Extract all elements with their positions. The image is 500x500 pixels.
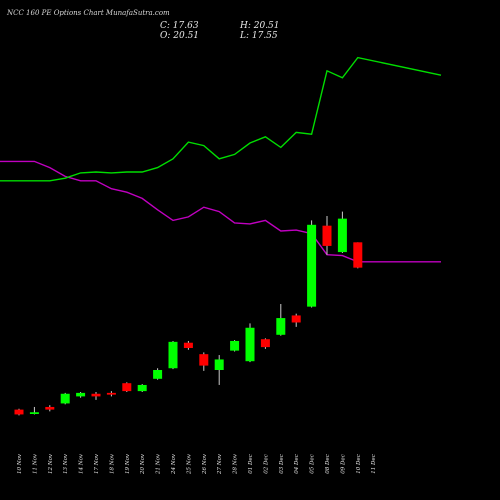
candle: [337, 211, 347, 253]
candle-body-down: [122, 383, 132, 392]
x-tick-label: 10 Nov: [17, 453, 23, 474]
chart-title: NCC 160 PE Options Chart MunafaSutra.com: [7, 9, 170, 17]
candle: [245, 323, 255, 363]
candle: [168, 340, 178, 370]
x-tick-label: 14 Nov: [79, 453, 85, 474]
x-tick-label: 11 Nov: [32, 453, 38, 474]
candle: [106, 391, 116, 397]
candle-body-down: [260, 339, 270, 348]
candle-body-up: [153, 370, 163, 379]
candle: [291, 313, 301, 327]
close-readout: C: 17.63: [160, 21, 199, 31]
x-tick-label: 26 Nov: [202, 453, 208, 475]
x-tick-label: 12 Nov: [48, 453, 54, 474]
candle: [60, 392, 70, 405]
x-tick-label: 13 Nov: [63, 453, 69, 474]
x-tick-label: 17 Nov: [94, 453, 100, 474]
high-readout: H: 20.51: [240, 21, 280, 31]
x-tick-label: 03 Dec: [279, 454, 285, 474]
candle: [45, 405, 55, 412]
candle: [230, 340, 240, 352]
open-readout: O: 20.51: [160, 31, 200, 41]
candle: [153, 368, 163, 380]
indicator-line-magenta: [0, 160, 441, 263]
candle-body-up: [245, 327, 255, 362]
candle-body-up: [337, 218, 347, 253]
candle-body-up: [137, 384, 147, 392]
x-tick-label: 21 Nov: [156, 453, 162, 475]
candle-body-up: [307, 224, 317, 307]
candle-body-down: [91, 393, 101, 397]
candle-body-up: [168, 341, 178, 369]
candle: [199, 352, 209, 371]
candle-body-down: [183, 342, 193, 348]
x-tick-label: 09 Dec: [340, 454, 346, 474]
candle: [307, 220, 317, 308]
x-tick-label: 28 Nov: [233, 453, 239, 475]
x-tick-label: 01 Dec: [248, 454, 254, 474]
candle: [76, 392, 86, 398]
x-tick-label: 11 Dec: [371, 454, 377, 474]
candle: [353, 242, 363, 269]
candle-body-up: [214, 359, 224, 370]
candle: [276, 304, 286, 336]
candle: [183, 340, 193, 350]
candle: [214, 355, 224, 385]
x-tick-label: 02 Dec: [263, 454, 269, 474]
x-tick-label: 27 Nov: [217, 453, 223, 475]
candle-body-down: [106, 392, 116, 395]
candle: [137, 384, 147, 392]
candle: [322, 216, 332, 255]
candle-body-down: [291, 315, 301, 323]
candle-body-up: [60, 393, 70, 404]
low-readout: L: 17.55: [240, 31, 278, 41]
x-tick-label: 24 Nov: [171, 453, 177, 475]
candle-body-up: [76, 392, 86, 397]
x-tick-label: 04 Dec: [294, 454, 300, 474]
candle-body-down: [322, 225, 332, 246]
candle: [260, 338, 270, 349]
x-tick-label: 18 Nov: [109, 453, 115, 474]
x-tick-label: 10 Dec: [356, 454, 362, 474]
candle: [14, 408, 24, 416]
x-tick-label: 05 Dec: [310, 454, 316, 474]
candle: [29, 406, 39, 415]
candle: [122, 382, 132, 392]
candle-body-up: [230, 340, 240, 351]
x-tick-label: 25 Nov: [186, 453, 192, 475]
candle: [91, 392, 101, 400]
x-tick-label: 20 Nov: [140, 453, 146, 475]
candle-body-up: [276, 318, 286, 335]
candle-body-down: [14, 409, 24, 415]
x-tick-label: 19 Nov: [125, 453, 131, 474]
candle-body-up: [29, 412, 39, 414]
candle-body-down: [45, 406, 55, 410]
candle-body-down: [199, 354, 209, 366]
x-tick-label: 08 Dec: [325, 454, 331, 474]
candle-body-down: [353, 242, 363, 268]
indicator-line-green: [0, 56, 442, 182]
